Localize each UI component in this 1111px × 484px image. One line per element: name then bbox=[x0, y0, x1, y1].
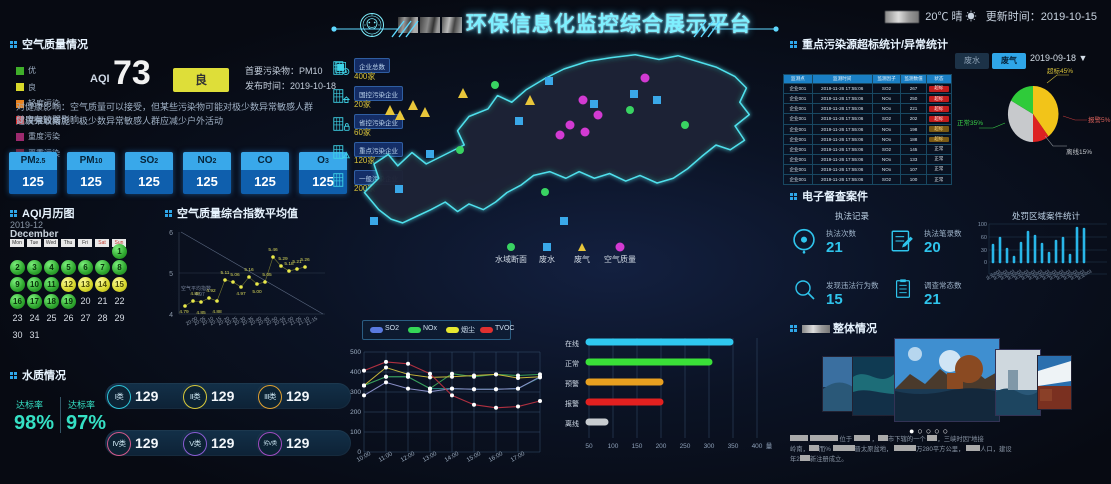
svg-text:0: 0 bbox=[984, 260, 987, 266]
svg-text:4.92: 4.92 bbox=[206, 288, 216, 294]
svg-text:4.79: 4.79 bbox=[179, 309, 189, 315]
svg-text:300: 300 bbox=[350, 389, 361, 396]
svg-text:6: 6 bbox=[169, 230, 173, 237]
svg-text:400: 400 bbox=[350, 369, 361, 376]
svg-text:5.26: 5.26 bbox=[300, 257, 310, 263]
svg-text:5: 5 bbox=[169, 271, 173, 278]
svg-text:250: 250 bbox=[680, 443, 691, 450]
svg-text:量: 量 bbox=[766, 442, 773, 450]
svg-text:300: 300 bbox=[704, 443, 715, 450]
svg-text:100: 100 bbox=[350, 429, 361, 436]
svg-text:100: 100 bbox=[978, 222, 987, 228]
svg-text:400: 400 bbox=[752, 443, 763, 450]
svg-text:100: 100 bbox=[608, 443, 619, 450]
svg-text:5.00: 5.00 bbox=[252, 289, 262, 295]
svg-text:在线: 在线 bbox=[565, 339, 579, 348]
svg-text:5.06: 5.06 bbox=[230, 272, 240, 278]
svg-text:13:00: 13:00 bbox=[422, 451, 439, 464]
svg-text:14:00: 14:00 bbox=[444, 451, 461, 464]
svg-text:150: 150 bbox=[632, 443, 643, 450]
svg-text:11:00: 11:00 bbox=[378, 451, 394, 464]
svg-text:离线: 离线 bbox=[565, 419, 579, 428]
svg-text:预警: 预警 bbox=[565, 379, 579, 388]
svg-text:5.46: 5.46 bbox=[268, 247, 278, 253]
svg-text:16:00: 16:00 bbox=[488, 451, 505, 464]
svg-text:4.88: 4.88 bbox=[190, 291, 200, 297]
svg-text:4.97: 4.97 bbox=[236, 291, 246, 297]
svg-text:5.11: 5.11 bbox=[221, 270, 230, 276]
svg-text:超标45%: 超标45% bbox=[1047, 68, 1073, 75]
svg-text:200: 200 bbox=[656, 443, 667, 450]
svg-text:30: 30 bbox=[981, 248, 987, 254]
svg-text:离线15%: 离线15% bbox=[1066, 147, 1092, 156]
svg-text:4.85: 4.85 bbox=[196, 310, 206, 316]
svg-text:50: 50 bbox=[585, 443, 593, 450]
svg-text:60: 60 bbox=[981, 235, 987, 241]
svg-text:15:00: 15:00 bbox=[466, 451, 483, 464]
svg-text:350: 350 bbox=[728, 443, 739, 450]
svg-text:5.16: 5.16 bbox=[244, 267, 254, 273]
svg-text:正常: 正常 bbox=[565, 359, 579, 368]
svg-text:5.05: 5.05 bbox=[262, 272, 272, 278]
svg-text:报警: 报警 bbox=[565, 399, 579, 408]
svg-text:12:00: 12:00 bbox=[400, 451, 417, 464]
svg-text:500: 500 bbox=[350, 349, 361, 356]
svg-text:4.88: 4.88 bbox=[212, 309, 222, 315]
svg-text:正常35%: 正常35% bbox=[957, 118, 983, 127]
svg-text:报警5%: 报警5% bbox=[1088, 115, 1111, 124]
svg-text:4: 4 bbox=[169, 312, 173, 319]
svg-text:200: 200 bbox=[350, 409, 361, 416]
svg-text:17:00: 17:00 bbox=[510, 451, 527, 464]
